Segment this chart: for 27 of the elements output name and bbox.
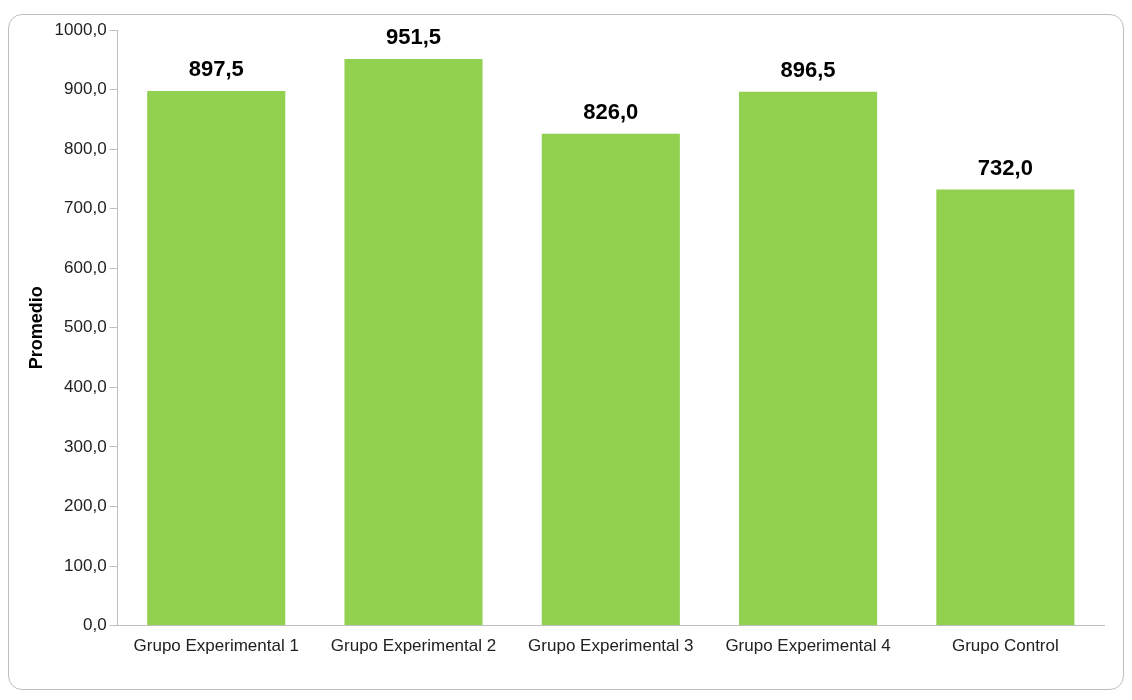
x-tick-label: Grupo Experimental 1 (133, 636, 299, 656)
x-tick-label: Grupo Experimental 3 (528, 636, 694, 656)
x-tick-label: Grupo Experimental 4 (725, 636, 891, 656)
y-tick-label: 700,0 (64, 198, 107, 218)
data-label: 826,0 (583, 98, 639, 124)
data-label: 896,5 (780, 56, 836, 82)
y-tick-label: 1000,0 (54, 19, 107, 39)
y-tick-label: 300,0 (64, 436, 107, 456)
bar (344, 58, 483, 626)
y-tick-label: 100,0 (64, 555, 107, 575)
y-tick-label: 800,0 (64, 138, 107, 158)
bar (936, 189, 1075, 626)
x-tick-label: Grupo Experimental 2 (330, 636, 497, 656)
data-label: 732,0 (977, 154, 1033, 180)
bar (739, 91, 878, 626)
y-tick-label: 0,0 (82, 615, 107, 635)
data-label: 951,5 (385, 23, 442, 49)
y-axis-title: Promedio (25, 286, 46, 370)
x-tick-label: Grupo Control (951, 636, 1059, 656)
y-tick-label: 200,0 (64, 496, 107, 516)
y-tick-label: 500,0 (64, 317, 107, 337)
y-tick-label: 600,0 (64, 257, 107, 277)
bar (147, 91, 286, 626)
y-tick-label: 900,0 (64, 79, 107, 99)
y-tick-label: 400,0 (64, 377, 107, 397)
data-label: 897,5 (188, 56, 244, 82)
bar (541, 133, 680, 626)
